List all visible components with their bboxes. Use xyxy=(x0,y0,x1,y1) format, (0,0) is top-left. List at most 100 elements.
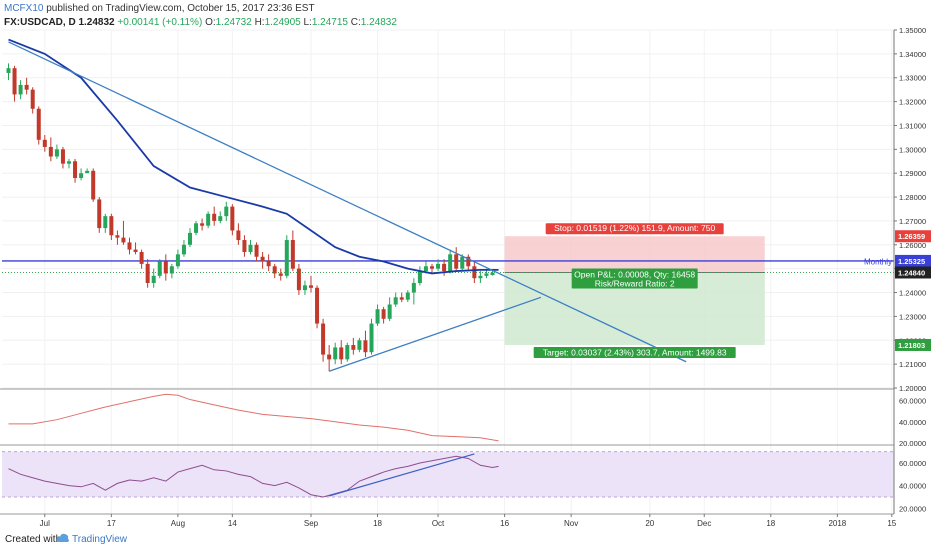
candle-body xyxy=(454,254,459,269)
candle-body xyxy=(127,242,132,250)
candle-body xyxy=(60,149,65,164)
indicator-panels xyxy=(0,388,894,515)
candle-body xyxy=(466,256,471,267)
time-tick-label: 14 xyxy=(228,519,237,528)
candle xyxy=(169,263,174,279)
author-link[interactable]: MCFX10 xyxy=(4,3,44,14)
candle xyxy=(436,259,441,272)
atr-tick-label: 20.0000 xyxy=(899,439,926,448)
candle-body xyxy=(290,240,295,269)
trendline[interactable] xyxy=(8,41,687,363)
rsi-line xyxy=(8,455,499,498)
candle xyxy=(24,77,29,95)
candle-body xyxy=(327,354,332,360)
price-tick-label: 1.31000 xyxy=(899,121,926,130)
target-label-text: Target: 0.03037 (2.43%) 303.7, Amount: 1… xyxy=(543,347,727,357)
atr-tick-label: 60.0000 xyxy=(899,397,926,406)
candle-body xyxy=(91,170,96,200)
time-tick-label: 17 xyxy=(107,519,116,528)
price-tag: 1.24840 xyxy=(898,268,925,277)
candle-body xyxy=(79,173,84,178)
tradingview-brand[interactable]: TradingView xyxy=(72,534,128,545)
candle xyxy=(290,230,295,272)
trendlines[interactable] xyxy=(8,41,687,372)
candle-body xyxy=(315,287,320,324)
time-tick-label: Dec xyxy=(697,519,711,528)
candle xyxy=(405,290,410,303)
candle-body xyxy=(157,261,162,276)
monthly-level-label: Monthly xyxy=(864,257,892,266)
tradingview-cloud-icon xyxy=(56,533,69,542)
candle-body xyxy=(460,256,465,269)
candle-body xyxy=(411,282,416,293)
candle-body xyxy=(6,68,11,73)
candle xyxy=(248,240,253,255)
candle-body xyxy=(393,297,398,305)
high-value: 1.24905 xyxy=(264,17,301,28)
time-tick-label: 2018 xyxy=(828,519,846,528)
candle-body xyxy=(387,304,392,319)
candle xyxy=(363,330,368,357)
candle-body xyxy=(36,108,41,140)
candle-body xyxy=(302,285,307,291)
published-text: published on TradingView.com, October 15… xyxy=(46,3,315,14)
candle xyxy=(30,87,35,114)
candle-body xyxy=(272,266,277,274)
candle-body xyxy=(472,266,477,279)
candle xyxy=(6,63,11,81)
open-pnl-label-bg xyxy=(571,268,698,289)
candle-body xyxy=(115,235,120,238)
open-value: 1.24732 xyxy=(215,17,252,28)
price-tick-label: 1.29000 xyxy=(899,169,926,178)
candle-body xyxy=(399,297,404,300)
candle xyxy=(351,337,356,355)
candle-body xyxy=(448,254,453,272)
candle xyxy=(315,285,320,329)
candle xyxy=(369,318,374,355)
candle-body xyxy=(42,139,47,147)
target-label: Target: 0.03037 (2.43%) 303.7, Amount: 1… xyxy=(533,346,736,358)
candle xyxy=(133,242,138,255)
time-tick-label: 18 xyxy=(373,519,382,528)
candle-body xyxy=(345,345,350,360)
level-lines: Monthly xyxy=(2,257,894,273)
candle xyxy=(381,306,386,324)
rsi-trendline xyxy=(328,453,475,497)
candle-body xyxy=(24,84,29,90)
close-value: 1.24832 xyxy=(360,17,397,28)
candle-body xyxy=(278,273,283,276)
candle-body xyxy=(200,223,205,226)
candle xyxy=(109,213,114,241)
candle-body xyxy=(212,213,217,221)
candle-body xyxy=(103,216,108,229)
price-change: +0.00141 (+0.11%) xyxy=(117,17,203,28)
symbol-label[interactable]: FX:USDCAD, D xyxy=(4,17,76,28)
candle-body xyxy=(436,263,441,269)
candle xyxy=(448,249,453,274)
time-tick-label: 20 xyxy=(645,519,654,528)
candle xyxy=(260,251,265,269)
candle xyxy=(181,240,186,257)
price-tick-label: 1.26000 xyxy=(899,241,926,250)
price-tick-label: 1.35000 xyxy=(899,26,926,35)
candle-body xyxy=(224,206,229,217)
candle-body xyxy=(139,251,144,264)
candle-body xyxy=(284,240,289,276)
trendline[interactable] xyxy=(328,296,542,372)
candle xyxy=(127,237,132,255)
candle xyxy=(151,268,156,288)
time-tick-label: Jul xyxy=(40,519,50,528)
candle xyxy=(357,337,362,353)
candle-body xyxy=(181,244,186,255)
rsi-tick-label: 20.0000 xyxy=(899,504,926,513)
candle-body xyxy=(218,216,223,221)
chart-canvas[interactable]: Monthly Stop: 0.01519 (1.22%) 151.9, Amo… xyxy=(0,0,932,528)
candle xyxy=(97,197,102,233)
candle xyxy=(115,230,120,245)
low-value: 1.24715 xyxy=(311,17,348,28)
candle-body xyxy=(417,271,422,283)
candle-body xyxy=(169,266,174,274)
candle-body xyxy=(369,323,374,353)
footer: Created with TradingView xyxy=(0,528,932,550)
candle-body xyxy=(478,275,483,279)
